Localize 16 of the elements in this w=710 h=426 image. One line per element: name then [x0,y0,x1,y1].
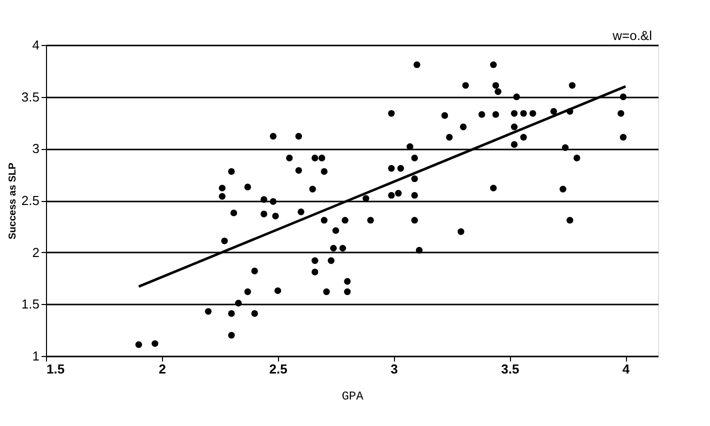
y-tick-label: 1 [32,348,40,364]
x-tick-label: 2 [158,362,166,376]
x-tick-label: 3 [390,362,398,376]
y-tick-label: 1.5 [21,296,40,312]
x-tick-label: 1.5 [46,362,65,376]
x-axis-title: GPA [342,390,364,404]
x-tick-label: 2.5 [269,362,288,376]
y-tick-label: 4 [32,38,40,52]
y-tick-label: 2.5 [21,193,40,208]
y-tick-label: 2 [32,244,40,260]
y-tick-label: 3.5 [21,89,40,104]
x-tick-label: 3.5 [501,362,520,376]
y-axis-title: Success as SLP [7,162,18,240]
text: w=o.&l [612,28,652,43]
x-tick-label: 4 [622,362,630,376]
y-tick-label: 3 [32,141,40,156]
